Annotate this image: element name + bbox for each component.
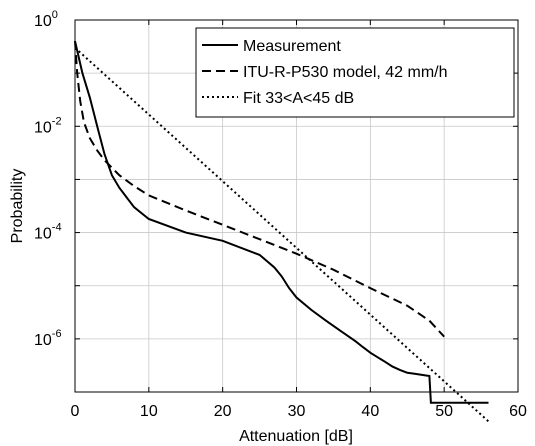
y-tick-label: 10-2 [34, 115, 62, 136]
x-tick-label: 60 [509, 403, 527, 420]
legend-label: Fit 33<A<45 dB [243, 90, 354, 107]
x-tick-label: 0 [71, 403, 80, 420]
y-tick-labels: 100 10-2 10-4 10-6 [34, 9, 62, 349]
x-tick-labels: 0 10 20 30 40 50 60 [71, 403, 527, 420]
y-tick-label: 10-4 [34, 222, 62, 243]
series-line-2 [74, 41, 445, 338]
legend-label: Measurement [243, 38, 341, 55]
series-layer [74, 40, 490, 423]
tick-marks [74, 19, 519, 393]
x-tick-label: 40 [361, 403, 379, 420]
series-line-1 [74, 40, 489, 404]
y-tick-label: 100 [34, 9, 58, 30]
legend-box [195, 27, 515, 118]
legend: Measurement ITU-R-P530 model, 42 mm/h Fit … [195, 27, 515, 118]
y-tick-label: 10-6 [34, 328, 62, 349]
x-tick-label: 50 [435, 403, 453, 420]
y-axis-label: Probability [9, 169, 26, 244]
x-tick-label: 10 [140, 403, 158, 420]
legend-label: ITU-R-P530 model, 42 mm/h [243, 64, 448, 81]
x-axis-label: Attenuation [dB] [239, 428, 353, 445]
x-tick-label: 20 [214, 403, 232, 420]
x-tick-label: 30 [288, 403, 306, 420]
